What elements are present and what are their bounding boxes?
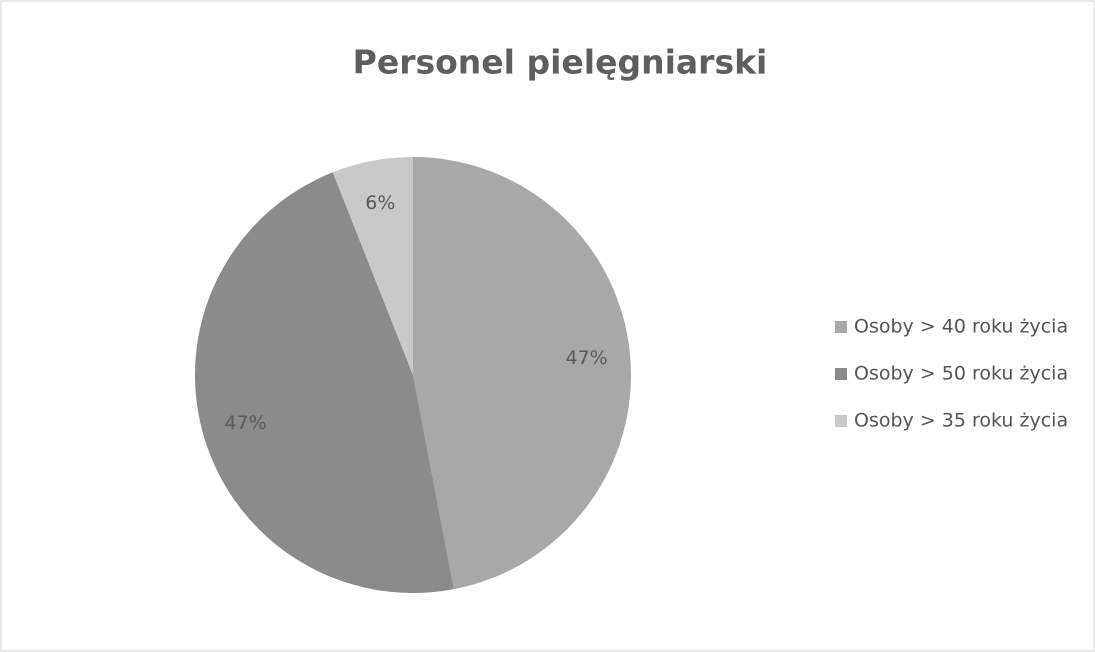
legend-swatch xyxy=(835,415,847,427)
data-label: 6% xyxy=(365,192,395,214)
legend-swatch xyxy=(835,368,847,380)
legend-swatch xyxy=(835,321,847,333)
legend-entry: Osoby > 35 roku życia xyxy=(854,410,1068,432)
legend-entry: Osoby > 50 roku życia xyxy=(854,363,1068,385)
legend-entry: Osoby > 40 roku życia xyxy=(854,316,1068,338)
chart-title: Personel pielęgniarski xyxy=(353,43,768,82)
pie-slice xyxy=(413,157,631,590)
pie-slice xyxy=(195,172,454,593)
data-label: 47% xyxy=(566,347,608,369)
data-label: 47% xyxy=(224,412,266,434)
pie-slice xyxy=(332,157,413,375)
